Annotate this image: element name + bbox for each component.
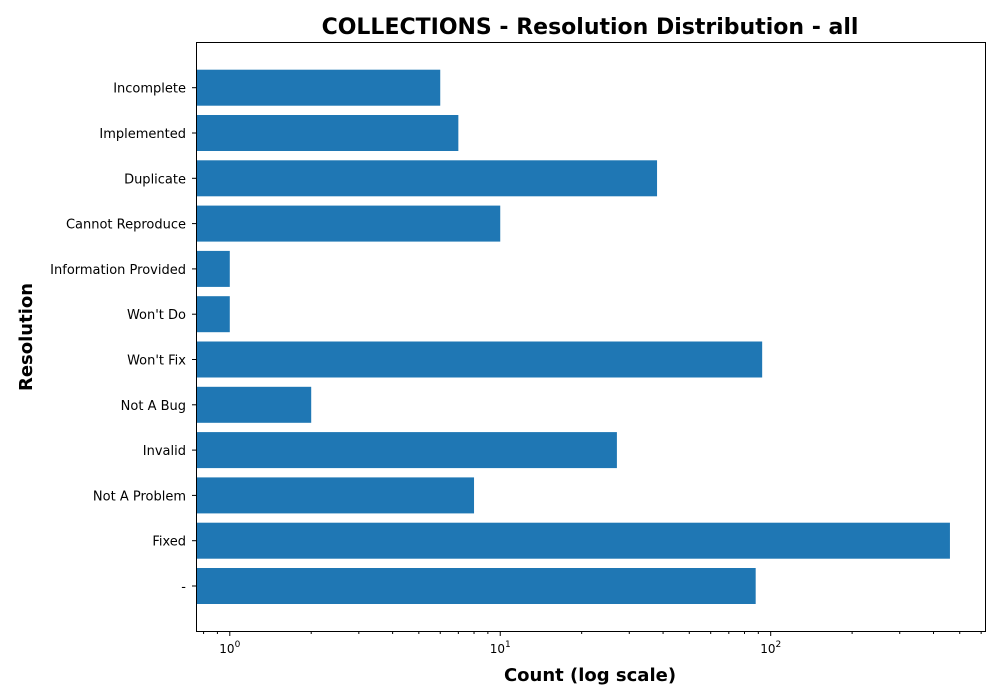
- bar-not-a-bug: [196, 386, 312, 423]
- x-tick-label: 101: [490, 640, 511, 656]
- y-axis-label: Resolution: [16, 283, 37, 391]
- bar-duplicate: [196, 160, 658, 197]
- bar-cannot-reproduce: [196, 205, 501, 242]
- y-tick-label: Information Provided: [50, 263, 186, 278]
- chart-title: COLLECTIONS - Resolution Distribution - …: [322, 15, 859, 40]
- y-tick-label: Invalid: [143, 444, 186, 459]
- bar-implemented: [196, 115, 459, 151]
- y-tick-label: Cannot Reproduce: [66, 218, 186, 233]
- bars-group: [196, 69, 950, 604]
- bar-fixed: [196, 522, 950, 559]
- bar-won-t-do: [196, 296, 230, 333]
- plot-frame: [196, 42, 986, 632]
- y-tick-label: Won't Fix: [127, 354, 186, 369]
- x-axis-ticks: 100 101 102: [203, 631, 982, 656]
- x-tick-label: 102: [760, 640, 781, 656]
- x-tick-label: 100: [219, 640, 240, 656]
- y-axis-ticks: - Fixed Not A Problem Invalid Not A Bug Won't…: [50, 82, 196, 595]
- bar-invalid: [196, 432, 617, 469]
- y-tick-label: Duplicate: [124, 172, 186, 187]
- y-tick-label: Incomplete: [113, 82, 186, 97]
- y-tick-label: Not A Bug: [121, 399, 186, 414]
- y-tick-label: Won't Do: [127, 308, 186, 323]
- bar-won-t-fix: [196, 341, 763, 378]
- bar-information-provided: [196, 250, 230, 287]
- bar-incomplete: [196, 69, 441, 106]
- y-tick-label: Not A Problem: [93, 489, 186, 504]
- bar-not-a-problem: [196, 477, 475, 514]
- bar-dash: [196, 568, 756, 604]
- y-tick-label: Implemented: [99, 127, 186, 142]
- y-tick-label: -: [181, 580, 186, 595]
- x-axis-label: Count (log scale): [504, 665, 676, 686]
- y-tick-label: Fixed: [152, 535, 186, 550]
